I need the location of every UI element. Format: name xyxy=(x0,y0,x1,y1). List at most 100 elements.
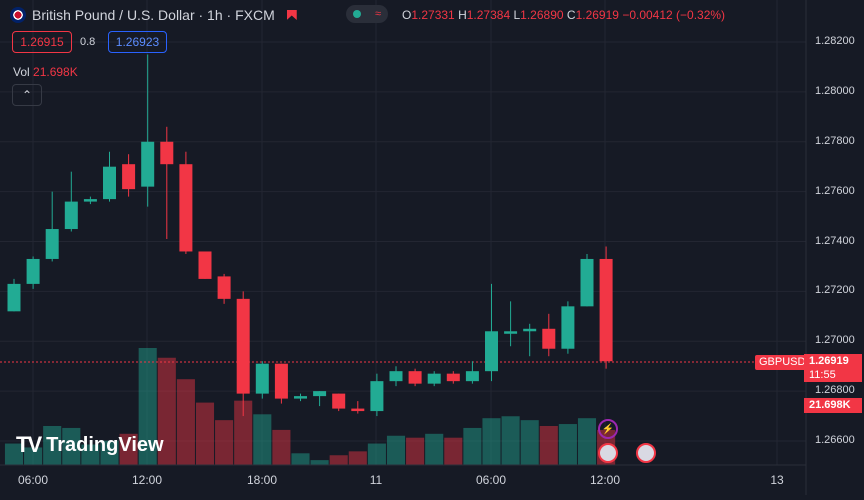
candle-body[interactable] xyxy=(198,251,212,279)
gbpusd-flag-icon xyxy=(10,7,26,23)
ohlc-l-label: L xyxy=(513,8,521,22)
volume-bar xyxy=(348,451,367,465)
indicator-toggle[interactable]: ≈ xyxy=(346,5,388,23)
time-scale-label: 12:00 xyxy=(131,473,163,487)
candle-body[interactable] xyxy=(504,331,518,334)
ohlc-readout: O1.27331 H1.27384 L1.26890 C1.26919 −0.0… xyxy=(402,8,725,22)
price-scale-label: 1.27600 xyxy=(815,184,855,197)
candle-body[interactable] xyxy=(7,283,21,312)
volume-bar xyxy=(215,420,234,465)
volume-legend[interactable]: Vol 21.698K xyxy=(13,65,78,79)
chart-header[interactable]: British Pound / U.S. Dollar · 1h · FXCM xyxy=(10,5,297,25)
ohlc-c-label: C xyxy=(566,8,576,22)
candle-body[interactable] xyxy=(236,298,250,394)
volume-bar xyxy=(310,460,329,465)
volume-bar xyxy=(577,418,597,465)
market-closed-icon[interactable] xyxy=(286,10,297,20)
candle-body[interactable] xyxy=(523,328,537,332)
volume-bar xyxy=(386,435,406,465)
volume-bar xyxy=(195,402,215,465)
candle-body[interactable] xyxy=(313,391,327,397)
symbol-tag: GBPUSD xyxy=(755,355,810,370)
buy-button[interactable]: 1.26923 xyxy=(108,31,167,53)
us-event-flag-icon[interactable] xyxy=(598,443,618,463)
collapse-legend-button[interactable]: ⌃ xyxy=(12,84,42,106)
candle-body[interactable] xyxy=(103,166,116,200)
candles[interactable] xyxy=(7,54,613,417)
candle-body[interactable] xyxy=(351,408,365,412)
price-scale-label: 1.26800 xyxy=(815,384,855,397)
candle-body[interactable] xyxy=(370,381,384,412)
candle-body[interactable] xyxy=(580,258,594,307)
candle-body[interactable] xyxy=(542,328,556,349)
volume-bar xyxy=(406,437,425,465)
ohlc-high: 1.27384 xyxy=(466,8,511,22)
volume-bar xyxy=(81,444,100,465)
volume-label: Vol xyxy=(13,65,30,79)
last-price-value: 1.26919 xyxy=(809,355,849,367)
candle-body[interactable] xyxy=(255,363,269,394)
time-scale-label: 13 xyxy=(770,473,784,487)
candle-body[interactable] xyxy=(389,371,403,382)
volume-bar xyxy=(463,427,482,465)
last-price-tag: 1.26919 11:55 xyxy=(804,354,862,382)
chevron-up-icon: ⌃ xyxy=(21,88,33,102)
approx-icon: ≈ xyxy=(374,8,381,20)
candle-body[interactable] xyxy=(179,164,193,252)
grid xyxy=(0,0,806,465)
symbol-title[interactable]: British Pound / U.S. Dollar · 1h · FXCM xyxy=(32,7,275,23)
price-scale-label: 1.28200 xyxy=(815,35,855,47)
volume-tag: 21.698K xyxy=(804,398,862,413)
candle-body[interactable] xyxy=(599,258,613,362)
volume-bar xyxy=(176,379,195,465)
candle-body[interactable] xyxy=(408,371,422,384)
candle-body[interactable] xyxy=(465,371,479,382)
price-scale-label: 1.27000 xyxy=(815,334,855,347)
candle-body[interactable] xyxy=(217,276,231,299)
ohlc-h-label: H xyxy=(458,8,467,22)
candle-body[interactable] xyxy=(160,141,174,165)
us-event-flag-icon[interactable] xyxy=(636,443,656,463)
time-scale-label: 18:00 xyxy=(246,473,278,487)
volume-bar xyxy=(100,440,119,465)
candle-body[interactable] xyxy=(332,393,346,409)
volume-bar xyxy=(444,437,463,465)
volume-bar xyxy=(4,443,24,465)
volume-bar xyxy=(253,414,272,465)
time-scale-label: 11 xyxy=(369,473,383,487)
time-scale-label: 06:00 xyxy=(475,473,507,487)
volume-bar xyxy=(367,443,386,465)
ohlc-open: 1.27331 xyxy=(411,8,455,22)
price-scale-label: 1.27800 xyxy=(815,134,855,147)
price-scale-label: 1.27400 xyxy=(815,234,855,247)
volume-bar xyxy=(138,348,157,465)
volume-bar xyxy=(501,416,520,465)
candle-body[interactable] xyxy=(26,258,40,284)
candle-body[interactable] xyxy=(485,331,498,372)
ohlc-close: 1.26919 xyxy=(575,8,619,22)
volume-bar xyxy=(157,357,176,465)
candle-body[interactable] xyxy=(561,306,575,349)
candle-body[interactable] xyxy=(83,199,97,202)
candle-body[interactable] xyxy=(294,396,307,399)
volume-bars xyxy=(4,348,616,465)
tradingview-logo[interactable]: TV TradingView xyxy=(16,432,164,458)
candle-body[interactable] xyxy=(45,229,59,259)
volume-bar xyxy=(62,427,81,465)
candle-body[interactable] xyxy=(64,201,78,230)
candle-body[interactable] xyxy=(446,373,460,382)
candle-body[interactable] xyxy=(274,363,288,399)
lightning-event-icon[interactable]: ⚡ xyxy=(598,419,618,439)
volume-bar xyxy=(520,420,539,465)
price-scale-label: 1.28000 xyxy=(815,84,855,97)
spread-value: 0.8 xyxy=(80,36,96,48)
candle-body[interactable] xyxy=(141,141,155,187)
tradingview-logo-text: TradingView xyxy=(46,433,164,456)
volume-bar xyxy=(425,433,444,465)
sell-button[interactable]: 1.26915 xyxy=(12,31,72,53)
candle-body[interactable] xyxy=(427,373,441,384)
volume-value: 21.698K xyxy=(33,65,78,79)
candle-body[interactable] xyxy=(122,164,136,190)
